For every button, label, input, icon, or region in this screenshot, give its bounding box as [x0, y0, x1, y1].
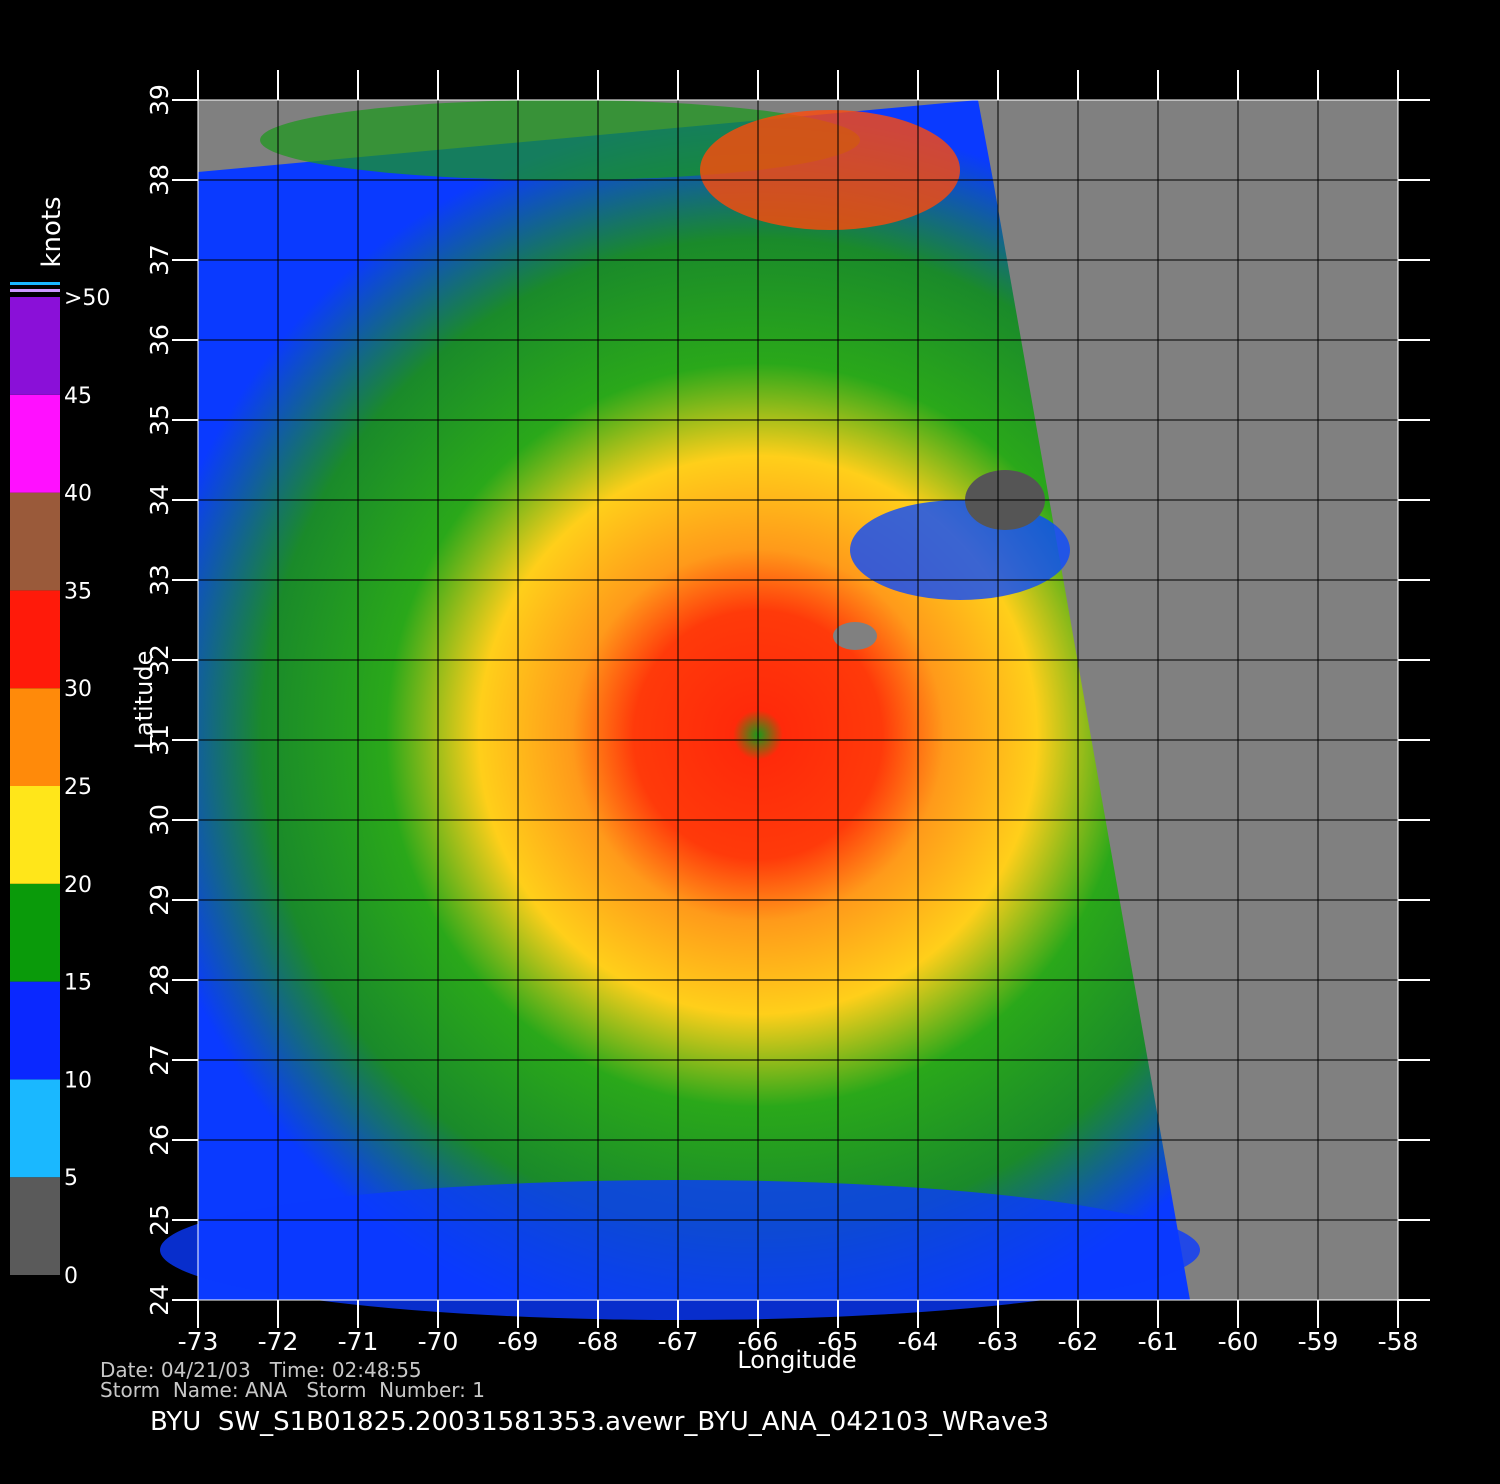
colorbar-segment [10, 1079, 60, 1178]
colorbar-tick-label: 25 [64, 775, 92, 800]
no-data-patch [833, 622, 877, 650]
colorbar-tick-label: 15 [64, 971, 92, 996]
x-tick-label: -70 [418, 1327, 459, 1356]
x-tick-label: -66 [738, 1327, 779, 1356]
colorbar-segment [10, 590, 60, 689]
colorbar-segment [10, 883, 60, 982]
x-tick-label: -72 [258, 1327, 299, 1356]
y-tick-label: 31 [145, 724, 174, 756]
colorbar-segment [10, 492, 60, 591]
colorbar-tick-label: 5 [64, 1166, 78, 1191]
y-tick-label: 33 [145, 564, 174, 596]
grid [197, 99, 1399, 1301]
colorbar-tick-label: 30 [64, 677, 92, 702]
colorbar-segment [10, 786, 60, 884]
colorbar-tick-label: 20 [64, 873, 92, 898]
colorbar-cap [10, 289, 60, 292]
x-tick-label: -69 [498, 1327, 539, 1356]
x-tick-label: -71 [338, 1327, 379, 1356]
axis-ticks: -73 -72 -71 -70 -69 -68 -67 -66 -65 -64 -63 -62 -61 -… [145, 70, 1430, 1356]
storm-line: Storm Name: ANA Storm Number: 1 [100, 1378, 485, 1402]
y-tick-label: 34 [145, 484, 174, 516]
x-tick-label: -63 [978, 1327, 1019, 1356]
x-tick-label: -68 [578, 1327, 619, 1356]
y-tick-label: 37 [145, 244, 174, 276]
colorbar-tick-label: 45 [64, 384, 92, 409]
x-axis-label: Longitude [737, 1346, 856, 1374]
plot-frame [197, 99, 1399, 1301]
colorbar-tick-label: 40 [64, 482, 92, 507]
y-tick-label: 35 [145, 404, 174, 436]
colorbar-segment [10, 688, 60, 786]
high-wind-region [700, 110, 960, 230]
y-tick-label: 36 [145, 324, 174, 356]
y-tick-label: 26 [145, 1124, 174, 1156]
x-tick-label: -61 [1138, 1327, 1179, 1356]
x-tick-label: -58 [1378, 1327, 1419, 1356]
x-tick-label: -65 [818, 1327, 859, 1356]
colorbar-segment [10, 1177, 60, 1275]
colorbar-segment [10, 981, 60, 1080]
colorbar-tick-label: >50 [64, 286, 110, 311]
x-tick-label: -62 [1058, 1327, 1099, 1356]
low-wind-region [160, 1180, 1200, 1320]
y-tick-label: 29 [145, 884, 174, 916]
y-tick-label: 30 [145, 804, 174, 836]
product-title: BYU SW_S1B01825.20031581353.avewr_BYU_AN… [150, 1407, 1049, 1437]
colorbar-cap [10, 282, 60, 285]
colorbar-label: knots [37, 196, 67, 267]
colorbar-tick-label: 35 [64, 579, 92, 604]
x-tick-label: -64 [898, 1327, 939, 1356]
colorbar: knots 0 5 10 15 20 25 30 35 40 45 >50 [10, 196, 110, 1289]
y-tick-label: 38 [145, 164, 174, 196]
x-tick-label: -59 [1298, 1327, 1339, 1356]
colorbar-segment [10, 297, 60, 395]
y-tick-label: 32 [145, 644, 174, 676]
y-tick-label: 27 [145, 1044, 174, 1076]
y-tick-label: 25 [145, 1204, 174, 1236]
y-tick-label: 28 [145, 964, 174, 996]
y-tick-label: 39 [145, 84, 174, 116]
x-tick-label: -67 [658, 1327, 699, 1356]
x-tick-label: -73 [178, 1327, 219, 1356]
colorbar-tick-label: 10 [64, 1068, 92, 1093]
date-line: Date: 04/21/03 Time: 02:48:55 [100, 1358, 422, 1382]
y-tick-label: 24 [145, 1284, 174, 1316]
colorbar-tick-label: 0 [64, 1264, 78, 1289]
x-tick-label: -60 [1218, 1327, 1259, 1356]
y-axis-label: Latitude [130, 651, 158, 750]
colorbar-segment [10, 394, 60, 493]
wind-swath [198, 100, 1190, 1300]
